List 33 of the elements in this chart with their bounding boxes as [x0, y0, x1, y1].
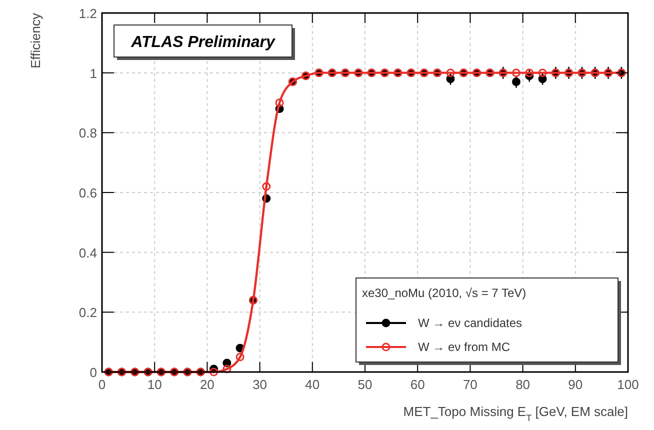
x-tick-label: 20: [200, 377, 214, 392]
y-tick-label: 1: [90, 66, 97, 81]
x-tick-label: 80: [516, 377, 530, 392]
y-tick-label: 0: [90, 365, 97, 380]
x-tick-label: 70: [462, 377, 478, 392]
y-tick-label: 0.2: [78, 305, 97, 320]
x-tick-label: 30: [252, 377, 268, 392]
legend-title: xe30_noMu (2010, √s = 7 TeV): [362, 286, 526, 300]
x-axis-title: MET_Topo Missing E$_{T}$ [GeV, EM scale]: [403, 404, 628, 423]
point: [262, 182, 271, 191]
point: [275, 98, 284, 107]
point: [210, 368, 218, 376]
y-tick-label: 0.4: [78, 245, 97, 260]
point: [512, 78, 520, 86]
point: [512, 68, 520, 78]
point: [538, 68, 547, 78]
y-tick-label: 0.8: [78, 126, 97, 141]
point: [222, 364, 232, 374]
x-tick-label: 90: [568, 377, 583, 392]
point: [525, 68, 534, 78]
y-tick-label: 1.2: [78, 6, 97, 21]
y-tick-label: 0.6: [78, 186, 97, 200]
y-axis-title: Efficiency: [28, 12, 43, 68]
annotation: ATLAS Preliminary: [130, 34, 276, 51]
point: [446, 68, 455, 78]
x-tick-label: 50: [358, 377, 372, 392]
x-tick-label: 40: [305, 377, 320, 392]
legend-label: W → eν from MC: [418, 340, 510, 354]
x-tick-label: 60: [410, 377, 425, 392]
x-tick-label: 100: [617, 377, 639, 392]
legend-label: W → eν candidates: [418, 316, 522, 330]
point: [236, 352, 244, 362]
x-tick-label: 10: [147, 377, 162, 392]
